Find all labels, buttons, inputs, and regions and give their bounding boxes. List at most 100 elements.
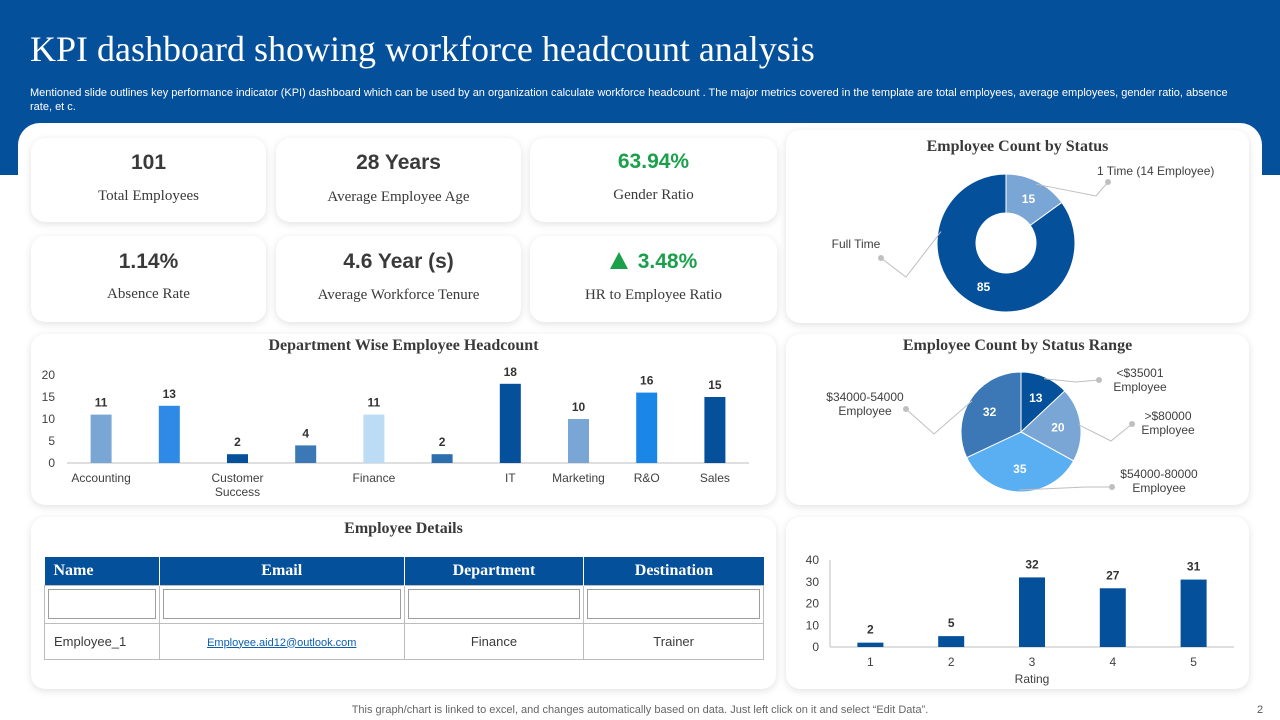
y-tick-label: 20 bbox=[42, 368, 56, 382]
table-header-row: Name Email Department Destination bbox=[44, 557, 764, 585]
slice-category-label: Full Time bbox=[832, 237, 881, 251]
kpi-value: 1.14% bbox=[118, 250, 179, 273]
table-row: Employee_1 Employee.aid12@outlook.com Fi… bbox=[44, 622, 764, 660]
page-title: KPI dashboard showing workforce headcoun… bbox=[30, 29, 815, 69]
x-tick-label: 2 bbox=[948, 655, 955, 669]
department-chart-card: Department Wise Employee Headcount 0 5 10 1… bbox=[31, 334, 776, 505]
slice-category-label: Employee bbox=[1132, 481, 1186, 495]
up-arrow-icon bbox=[609, 252, 628, 269]
kpi-label: Average Employee Age bbox=[327, 189, 470, 205]
bar-value-label: 16 bbox=[640, 374, 654, 388]
pie-slice bbox=[1020, 390, 1082, 462]
y-tick-label: 0 bbox=[812, 640, 819, 654]
chart-title: Employee Count by Status Range bbox=[902, 337, 1133, 354]
table-filter-row bbox=[44, 584, 764, 624]
slice-value-label: 35 bbox=[1013, 462, 1027, 476]
slice-value-label: 20 bbox=[1051, 420, 1065, 434]
kpi-label: Absence Rate bbox=[107, 286, 190, 302]
bar bbox=[363, 414, 385, 463]
cell-email: Employee.aid12@outlook.com bbox=[158, 622, 405, 660]
x-tick-label: Marketing bbox=[552, 471, 605, 485]
x-tick-label: 3 bbox=[1029, 655, 1036, 669]
bar bbox=[431, 454, 453, 463]
page-number: 2 bbox=[1257, 704, 1264, 716]
y-tick-label: 10 bbox=[42, 412, 56, 426]
bar-value-label: 2 bbox=[867, 623, 874, 637]
x-tick-label: R&O bbox=[634, 471, 660, 485]
bar bbox=[857, 642, 884, 647]
leader-line bbox=[1078, 423, 1133, 442]
leader-dot bbox=[1105, 179, 1111, 185]
column-header-department: Department bbox=[404, 557, 585, 585]
rating-chart-card: 0 10 20 30 40 2 1 5 2 32 3 27 4 31 5 Rating bbox=[786, 517, 1249, 689]
filter-cell[interactable] bbox=[583, 584, 764, 624]
x-tick-label: Sales bbox=[700, 471, 730, 485]
x-tick-label: Accounting bbox=[71, 471, 130, 485]
filter-input-destination[interactable] bbox=[587, 589, 760, 619]
kpi-value: 3.48% bbox=[637, 250, 698, 273]
employee-details-table: Name Email Department Destination Employ… bbox=[44, 557, 764, 660]
cell-name: Employee_1 bbox=[44, 622, 160, 660]
kpi-card-absence-rate: 1.14% Absence Rate bbox=[31, 236, 266, 322]
filter-cell[interactable] bbox=[158, 584, 405, 624]
y-tick-label: 5 bbox=[48, 434, 55, 448]
bar bbox=[1019, 577, 1045, 647]
x-axis-title: Rating bbox=[1015, 672, 1050, 686]
filter-input-email[interactable] bbox=[162, 589, 401, 619]
kpi-label: Average Workforce Tenure bbox=[317, 287, 480, 303]
bar-value-label: 11 bbox=[95, 396, 108, 410]
kpi-card-workforce-tenure: 4.6 Year (s) Average Workforce Tenure bbox=[276, 236, 521, 322]
donut-slice bbox=[936, 173, 1076, 313]
email-link[interactable]: Employee.aid12@outlook.com bbox=[207, 636, 357, 649]
chart-title: Employee Count by Status bbox=[926, 138, 1109, 155]
slice-value-label: 15 bbox=[1022, 192, 1036, 206]
bar-value-label: 4 bbox=[302, 426, 309, 440]
leader-dot bbox=[1109, 484, 1115, 490]
cell-department: Finance bbox=[403, 622, 585, 660]
cell-destination: Trainer bbox=[583, 622, 764, 660]
status-donut-chart: 15 85 1 Time (14 Employee) Full Time bbox=[832, 164, 1214, 313]
kpi-value-row: 3.48% bbox=[530, 250, 777, 274]
chart-title: Department Wise Employee Headcount bbox=[268, 337, 539, 354]
table-title: Employee Details bbox=[344, 520, 463, 537]
x-tick-label: Finance bbox=[353, 471, 396, 485]
filter-cell[interactable] bbox=[403, 584, 585, 624]
pie-slice bbox=[960, 371, 1022, 459]
x-tick-label: Success bbox=[215, 485, 260, 499]
x-tick-label: 4 bbox=[1109, 655, 1116, 669]
page-subtitle: Mentioned slide outlines key performance… bbox=[30, 87, 1228, 113]
y-tick-label: 30 bbox=[806, 575, 820, 589]
filter-input-department[interactable] bbox=[407, 589, 581, 619]
bar bbox=[938, 636, 965, 647]
leader-dot bbox=[878, 255, 884, 261]
slice-value-label: 85 bbox=[977, 280, 991, 294]
slice-category-label: <$35001 bbox=[1116, 366, 1163, 380]
leader-line bbox=[880, 231, 942, 278]
slice-value-label: 32 bbox=[983, 405, 997, 419]
footer-note: This graph/chart is linked to excel, and… bbox=[351, 704, 929, 716]
slice-category-label: >$80000 bbox=[1144, 409, 1191, 423]
kpi-card-hr-ratio: 3.48% HR to Employee Ratio bbox=[530, 236, 777, 322]
leader-dot bbox=[1129, 421, 1135, 427]
rating-bar-chart: 0 10 20 30 40 2 1 5 2 32 3 27 4 31 5 Rating bbox=[806, 553, 1234, 686]
status-range-pie-card: Employee Count by Status Range 13 20 35 32 <… bbox=[786, 334, 1249, 505]
bar-value-label: 32 bbox=[1025, 557, 1039, 571]
y-tick-label: 15 bbox=[42, 390, 56, 404]
column-header-destination: Destination bbox=[583, 557, 764, 585]
bar bbox=[295, 445, 317, 463]
leader-line bbox=[1035, 181, 1109, 197]
column-header-name: Name bbox=[44, 557, 160, 585]
status-range-pie-chart: 13203532<$35001Employee>$80000Employee$5… bbox=[826, 366, 1198, 495]
kpi-value: 63.94% bbox=[617, 150, 690, 173]
leader-line bbox=[905, 400, 973, 435]
y-tick-label: 20 bbox=[806, 597, 820, 611]
filter-cell[interactable] bbox=[44, 584, 160, 624]
bar-value-label: 31 bbox=[1187, 560, 1201, 574]
kpi-card-gender-ratio: 63.94% Gender Ratio bbox=[530, 138, 777, 222]
x-tick-label: 5 bbox=[1190, 655, 1197, 669]
slice-value-label: 13 bbox=[1029, 391, 1043, 405]
kpi-value: 101 bbox=[130, 151, 167, 174]
x-tick-label: Customer bbox=[211, 471, 263, 485]
filter-input-name[interactable] bbox=[48, 589, 156, 619]
